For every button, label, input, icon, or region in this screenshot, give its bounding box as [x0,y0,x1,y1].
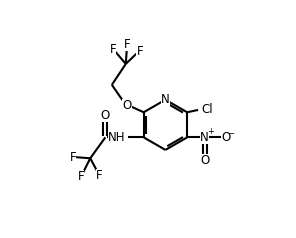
Text: Cl: Cl [202,104,213,116]
Text: F: F [124,38,130,51]
Text: F: F [136,45,143,58]
Text: F: F [70,151,76,164]
Text: F: F [96,169,103,182]
Text: O: O [122,99,132,112]
Text: O: O [200,154,209,167]
Text: NH: NH [108,131,125,144]
Text: F: F [110,44,116,56]
Text: F: F [78,170,84,183]
Text: N: N [161,93,170,106]
Text: −: − [227,129,234,138]
Text: +: + [207,127,214,136]
Text: O: O [101,109,110,122]
Text: N: N [200,131,209,144]
Text: O: O [221,131,230,144]
